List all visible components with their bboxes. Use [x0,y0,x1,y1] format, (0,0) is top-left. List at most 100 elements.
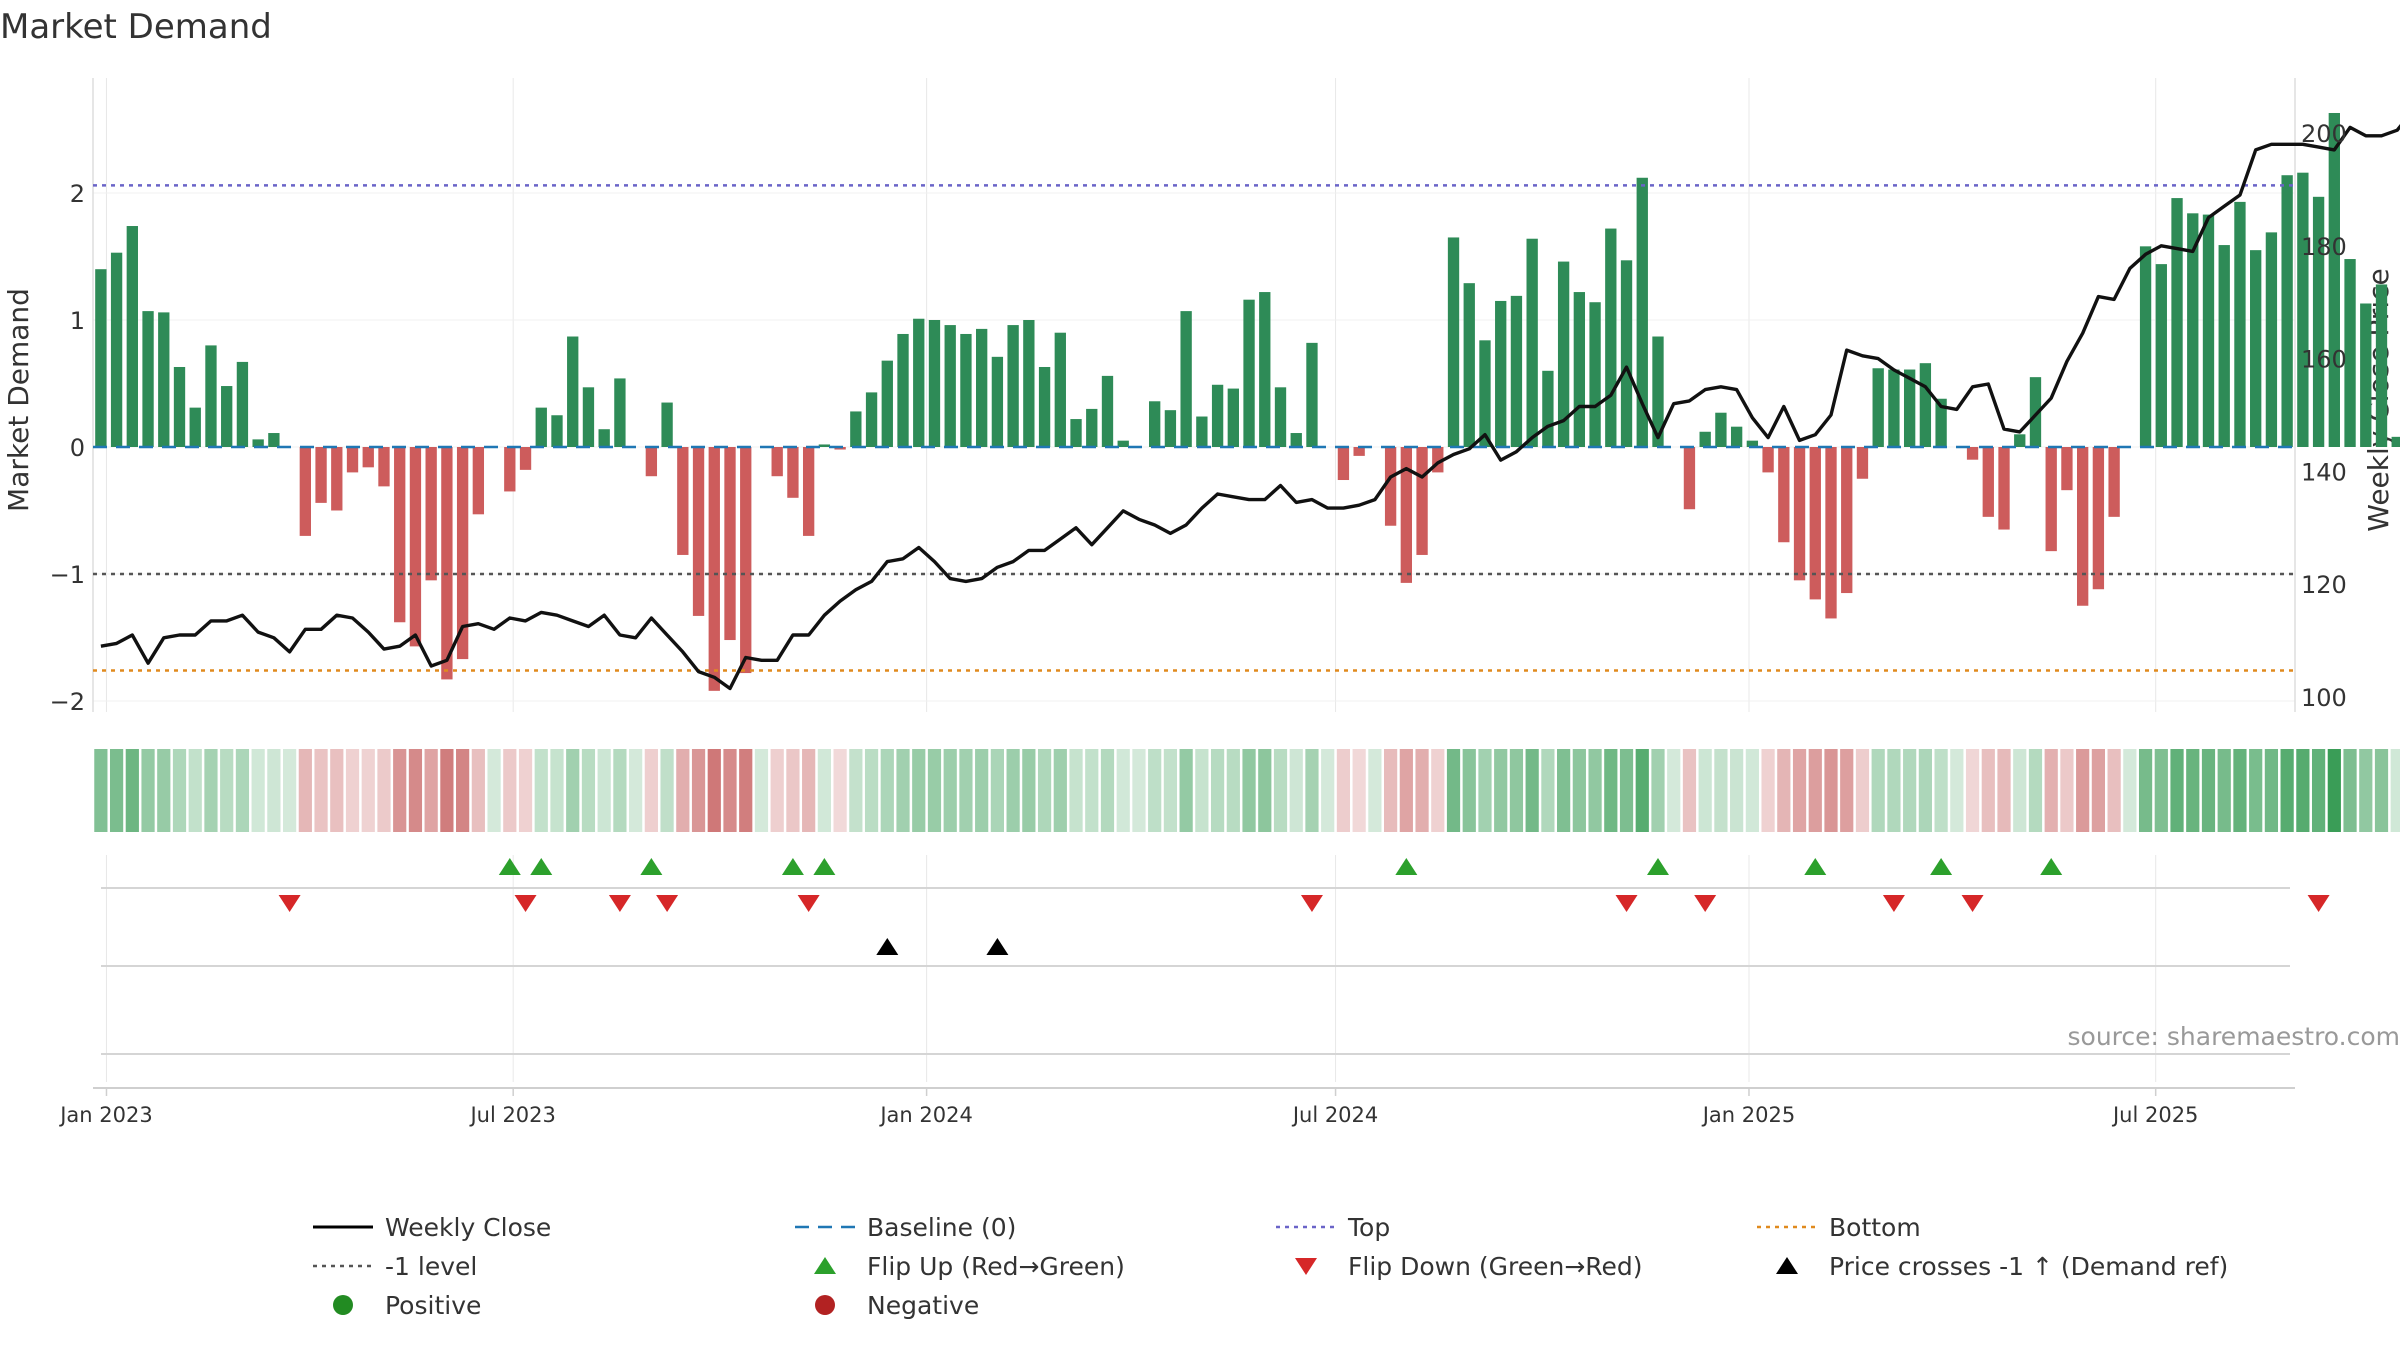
demand-bar [1935,398,1947,447]
demand-bar [740,447,752,674]
strip-cell [172,749,187,832]
demand-bar [535,407,547,447]
demand-bar [472,447,485,515]
demand-bar [2045,447,2057,552]
flip-up-marker [498,858,521,875]
x-tick-label: Jul 2024 [1291,1103,1378,1127]
legend-label: -1 level [385,1252,477,1281]
strip-cell [2154,749,2168,832]
strip-cell [1305,749,1319,832]
legend-swatch [1295,1258,1317,1275]
legend-swatch [1776,1257,1798,1274]
strip-cell [1730,749,1744,832]
demand-bar [2202,214,2215,447]
demand-bar [1510,295,1523,447]
strip-cell [1934,749,1948,832]
demand-bar [1400,447,1412,583]
demand-bar [771,447,783,477]
flip-down-marker [1615,895,1638,912]
demand-bar [1605,228,1617,447]
strip-cell [1761,749,1775,832]
legend-label: Price crosses -1 ↑ (Demand ref) [1829,1252,2228,1281]
right-tick-label: 200 [2301,120,2347,148]
demand-bar [95,269,107,447]
strip-cell [424,749,438,832]
demand-bar [331,447,343,511]
demand-bar [1432,447,1444,473]
right-tick-label: 120 [2301,571,2347,599]
strip-cell [1557,749,1571,832]
demand-bar [1841,447,1853,594]
demand-bar [1196,416,1208,447]
demand-bar [504,447,516,492]
strip-cell [912,749,926,832]
left-axis-ticks: 2 1 0 −1 −2 [50,180,85,716]
x-tick-label: Jul 2023 [468,1103,555,1127]
chart-title: Market Demand [0,7,272,47]
flip-down-marker [514,895,537,912]
demand-bar [1683,447,1696,510]
strip-cell [1132,749,1146,832]
strip-cell [1462,749,1476,832]
strip-cell [629,749,643,832]
flip-down-marker [1961,895,1984,912]
demand-heat-strip [94,749,2400,832]
demand-bar [2171,198,2183,447]
strip-cell [1918,749,1932,832]
strip-cell [204,749,218,832]
demand-bar [2312,196,2325,447]
strip-cell [880,749,894,832]
strip-cell [1792,749,1807,832]
demand-bar [991,356,1004,447]
demand-bar [1856,447,1869,479]
demand-bar [834,447,846,450]
strip-cell [2327,749,2341,832]
flip-down-marker [1300,895,1323,912]
strip-cell [471,749,485,832]
demand-bar [2265,232,2278,447]
demand-bar [1306,342,1318,447]
strip-cell [1195,749,1209,832]
strip-cell [2390,749,2400,832]
grid-lines [92,78,2296,1082]
demand-bar [1998,447,2010,530]
strip-cell [1210,749,1225,832]
flip-up-marker [1804,858,1827,875]
strip-cell [2123,749,2137,832]
strip-cell [125,749,139,832]
strip-cell [1525,749,1539,832]
strip-cell [1635,749,1649,832]
demand-bar [362,447,374,468]
strip-cell [975,749,989,832]
demand-bar [2375,284,2388,447]
strip-cell [109,749,124,832]
demand-bar [1337,447,1350,481]
strip-cell [739,749,753,832]
strip-cell [786,749,800,832]
demand-bar [2155,264,2167,447]
demand-bar [1274,387,1287,447]
flip-up-marker [1930,858,1953,875]
demand-bar [598,429,610,447]
demand-bar [2391,436,2400,447]
strip-cell [2249,749,2263,832]
strip-cell [408,749,423,832]
flip-down-marker [1694,895,1717,912]
demand-bar [1054,332,1066,447]
strip-cell [1321,749,1335,832]
demand-bar [818,444,831,447]
strip-cell [613,749,627,832]
strip-cell [1588,749,1602,832]
demand-bar [1227,388,1239,447]
demand-bar [425,447,437,581]
left-tick-label: 1 [70,307,85,335]
demand-bar [1447,237,1460,447]
demand-bar [850,411,862,447]
strip-cell [1887,749,1901,832]
demand-bar [1825,447,1837,619]
strip-cell [707,749,721,832]
demand-bar [1070,419,1082,447]
strip-cell [1100,749,1115,832]
legend-swatch [814,1257,836,1274]
